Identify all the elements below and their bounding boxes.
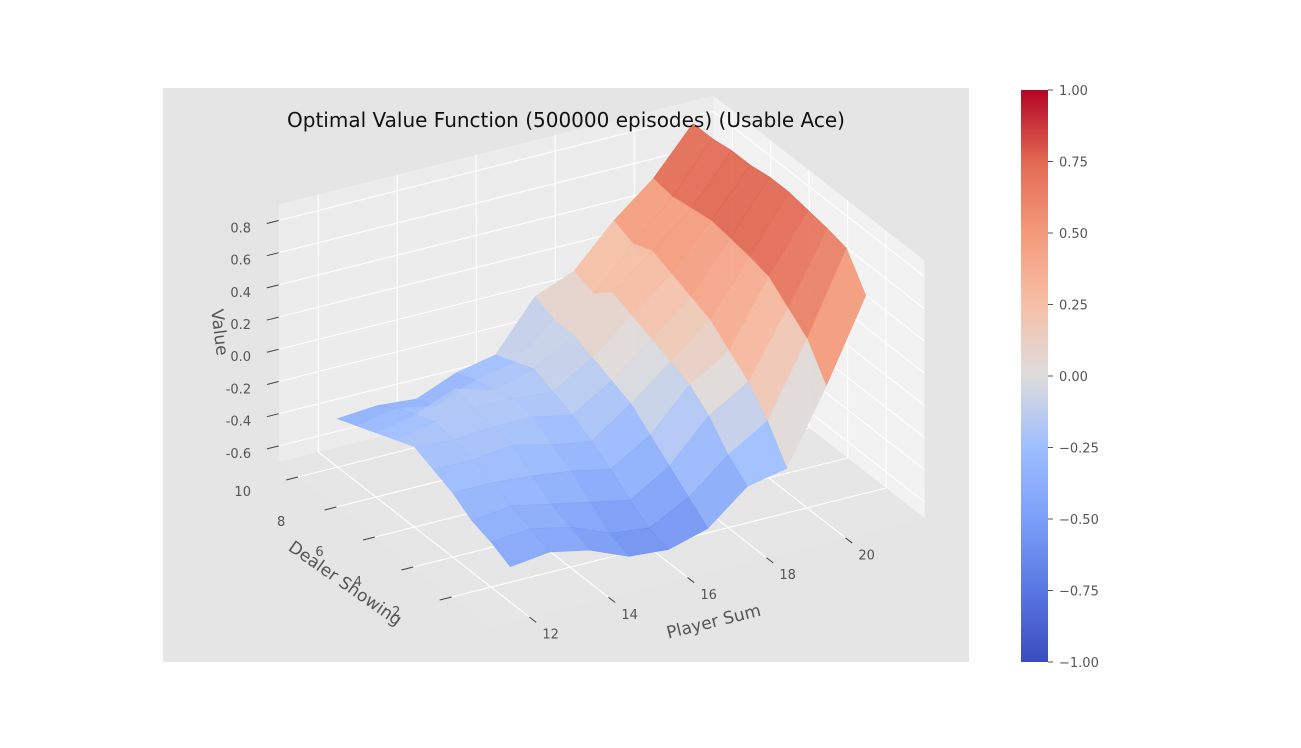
colorbar-tick-label: 0.50 [1059,227,1088,242]
y-tick-label: 8 [277,515,285,530]
z-tick-label: 0.0 [230,350,251,365]
colorbar-tick-label: −0.50 [1059,513,1099,528]
colorbar-tick-label: 0.75 [1059,156,1088,171]
x-tick-label: 18 [779,568,796,583]
z-tick-label: -0.2 [226,382,251,397]
colorbar-tick-label: −1.00 [1059,656,1099,671]
colorbar-tick-label: 1.00 [1059,84,1088,99]
x-tick-label: 12 [542,628,559,643]
z-tick-label: 0.2 [230,318,251,333]
colorbar-ticks: 1.00 0.75 0.50 0.25 0.00 −0.25 −0.50 −0.75 −1.00 [1048,84,1099,671]
colorbar-tick-label: 0.25 [1059,299,1088,314]
colorbar-tick-label: −0.25 [1059,442,1099,457]
z-tick-label: 0.8 [230,221,251,236]
x-tick-label: 16 [700,588,717,603]
z-tick-label: -0.6 [226,447,251,462]
y-tick-label: 10 [234,485,251,500]
colorbar: 1.00 0.75 0.50 0.25 0.00 −0.25 −0.50 −0.75 −1.00 [1021,84,1099,671]
z-tick-label: 0.4 [230,286,251,301]
colorbar-gradient [1021,90,1048,662]
chart-title: Optimal Value Function (500000 episodes)… [287,108,845,132]
x-tick-label: 20 [858,548,875,563]
colorbar-tick-label: 0.00 [1059,370,1088,385]
z-tick-label: -0.4 [226,415,251,430]
z-tick-label: 0.6 [230,254,251,269]
x-tick-label: 14 [621,608,638,623]
colorbar-tick-label: −0.75 [1059,585,1099,600]
